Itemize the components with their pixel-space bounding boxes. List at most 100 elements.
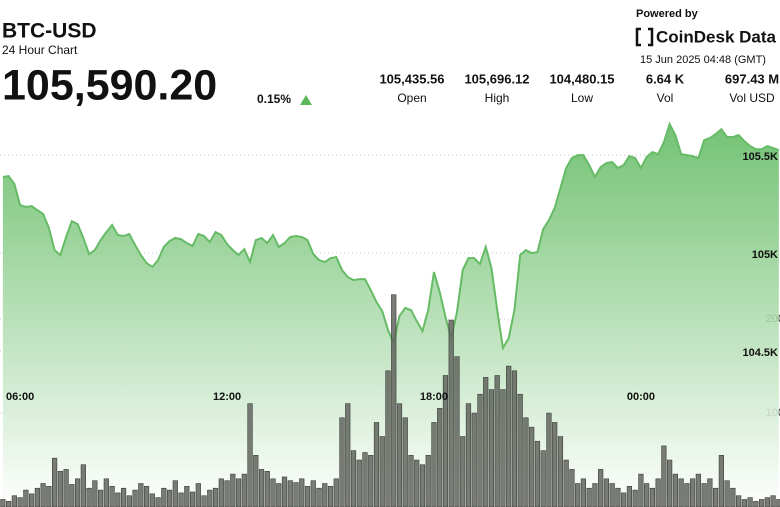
volume-bar <box>713 487 719 507</box>
timestamp: 15 Jun 2025 04:48 (GMT) <box>640 54 766 66</box>
x-tick-label: 00:00 <box>627 391 655 403</box>
volume-bar <box>34 487 40 507</box>
tick-labels: 104.5K 105K 105.5K 06:00 12:00 18:00 00:00 <box>6 151 778 403</box>
volume-bar <box>414 459 420 507</box>
volume-bar <box>552 422 558 507</box>
volume-bar <box>609 483 615 507</box>
volume-bar <box>115 492 121 507</box>
volume-bar <box>649 487 655 507</box>
volume-bar <box>667 459 673 507</box>
title: BTC-USD <box>2 20 97 43</box>
volume-bar <box>437 408 443 507</box>
volume-bar <box>425 455 431 507</box>
volume-bar <box>626 486 633 507</box>
volume-bar <box>264 471 270 507</box>
volume-bar <box>166 489 173 507</box>
volume-bar <box>684 483 690 507</box>
volume-bar <box>235 478 242 507</box>
volume-bar <box>471 412 477 507</box>
volume-bar <box>63 469 69 507</box>
volume-bar <box>189 491 196 507</box>
volume-bar <box>333 478 339 507</box>
stat-label: High <box>485 91 510 105</box>
volume-bar <box>644 483 650 507</box>
volume-bar <box>350 450 357 507</box>
volume-bar <box>678 478 684 507</box>
volume-bar <box>52 457 58 507</box>
volume-bar <box>29 493 35 507</box>
stat-value: 697.43 M <box>725 71 779 86</box>
volume-bar <box>276 483 282 507</box>
volume-bar <box>718 455 724 507</box>
stat-label: Vol <box>657 91 674 105</box>
volume-bar <box>345 403 351 507</box>
volume-bar <box>11 495 17 507</box>
volume-bar <box>442 375 449 507</box>
volume-bar <box>563 459 569 507</box>
stat-label: Low <box>571 91 593 105</box>
stat-label: Vol USD <box>729 91 775 105</box>
volume-bar <box>747 497 753 507</box>
volume-bar <box>396 403 403 507</box>
volume-bar <box>506 365 512 507</box>
volume-bar <box>132 489 138 507</box>
volume-bar <box>207 489 213 507</box>
volume-bar <box>339 417 345 507</box>
volume-bar <box>379 436 385 507</box>
volume-bar <box>741 499 747 507</box>
volume-bar <box>224 480 230 507</box>
subtitle: 24 Hour Chart <box>2 43 78 57</box>
volume-bar <box>57 471 63 507</box>
volume-bar <box>575 483 581 507</box>
price: 105,590.20 <box>2 61 217 109</box>
volume-bar <box>327 486 334 507</box>
volume-bar <box>23 489 29 507</box>
volume-bar <box>557 436 564 507</box>
volume-bar <box>218 478 224 507</box>
volume-bar <box>672 473 678 507</box>
x-tick-label: 12:00 <box>213 391 241 403</box>
volume-bar <box>655 478 661 507</box>
volume-bar <box>178 492 184 507</box>
stat-label: Open <box>397 91 426 105</box>
volume-bar <box>356 459 362 507</box>
volume-bar <box>362 452 368 507</box>
x-tick-label: 18:00 <box>420 391 448 403</box>
stat-value: 105,696.12 <box>464 71 529 86</box>
volume-bar <box>161 487 167 507</box>
volume-bar <box>109 486 115 507</box>
volume-bar <box>488 389 495 507</box>
powered-by: Powered by <box>636 8 699 20</box>
volume-bar <box>638 473 644 507</box>
stat-value: 104,480.15 <box>549 71 614 86</box>
volume-bar <box>201 495 207 507</box>
volume-bar <box>155 497 161 507</box>
volume-bar <box>281 476 288 507</box>
volume-bar <box>230 473 236 507</box>
logo-icon <box>635 27 654 47</box>
volume-bar <box>724 480 730 507</box>
volume-bar <box>310 480 316 507</box>
volume-bar <box>304 486 311 507</box>
volume-bar <box>580 478 587 507</box>
volume-bar <box>126 495 132 507</box>
y-tick-label: 105K <box>752 249 778 261</box>
volume-bar <box>172 480 178 507</box>
volume-bar <box>736 495 742 507</box>
volume-bar <box>569 469 575 507</box>
volume-bar <box>690 478 696 507</box>
volume-bar <box>17 497 23 507</box>
volume-bar <box>730 487 736 507</box>
y-tick-label: 105.5K <box>743 151 779 163</box>
volume-bar <box>138 483 144 507</box>
volume-bar <box>770 495 776 507</box>
volume-bar <box>511 370 518 507</box>
volume-bar <box>523 417 529 507</box>
volume-bar <box>465 403 472 507</box>
volume-bar <box>247 403 253 507</box>
volume-bar <box>143 486 150 507</box>
volume-bar <box>92 480 98 507</box>
volume-bar <box>46 486 52 507</box>
change: 0.15% <box>257 92 291 106</box>
volume-bar <box>540 450 546 507</box>
